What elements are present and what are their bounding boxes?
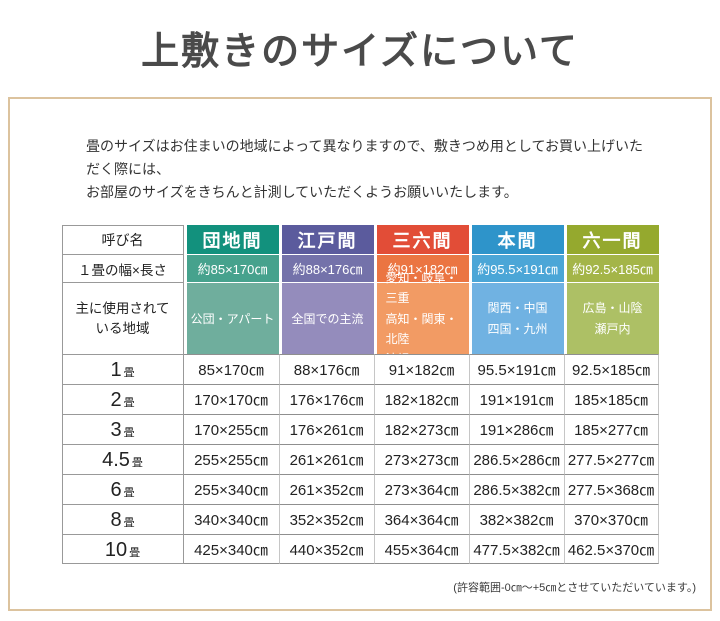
size-value-cell: 340×340㎝ [183,504,279,535]
mat-count: 1 [110,359,122,382]
column-header-danchima: 団地間 [186,225,279,255]
size-value-cell: 91×182㎝ [373,354,469,385]
size-value-cell: 95.5×191㎝ [468,354,564,385]
one-mat-size-cell: 約85×170㎝ [186,255,279,283]
size-value-cell: 182×182㎝ [373,384,469,415]
size-value-cell: 176×176㎝ [278,384,374,415]
row-label-10jo: 10 畳 [61,534,184,565]
size-value-cell: 352×352㎝ [278,504,374,535]
size-value-cell: 185×277㎝ [563,414,659,445]
size-value-cell: 261×261㎝ [278,444,374,475]
intro-line-1: 畳のサイズはお住まいの地域によって異なりますので、敷きつめ用としてお買い上げいた… [86,138,644,178]
row-label-4-5jo: 4.5 畳 [61,444,184,475]
mat-count: 6 [110,479,122,502]
region-cell: 公団・アパート [186,283,279,355]
size-value-cell: 477.5×382㎝ [468,534,564,565]
size-value-cell: 176×261㎝ [278,414,374,445]
jo-unit: 畳 [123,487,135,500]
size-value-cell: 88×176㎝ [278,354,374,385]
page-title: 上敷きのサイズについて [141,31,579,73]
intro-text: 畳のサイズはお住まいの地域によって異なりますので、敷きつめ用としてお買い上げいた… [10,99,710,204]
size-value-cell: 191×286㎝ [468,414,564,445]
content-panel: 畳のサイズはお住まいの地域によって異なりますので、敷きつめ用としてお買い上げいた… [8,97,712,611]
one-mat-size-cell: 約91×182㎝ [376,255,469,283]
one-mat-size-cell: 約88×176㎝ [281,255,374,283]
size-value-cell: 370×370㎝ [563,504,659,535]
jo-unit: 畳 [123,397,135,410]
region-cell: 関西・中国 四国・九州 [471,283,564,355]
column-header-sanrokuma: 三六間 [376,225,469,255]
mat-count: 8 [110,509,122,532]
size-value-cell: 455×364㎝ [373,534,469,565]
size-row-label: １畳の幅×長さ [61,254,184,283]
size-value-cell: 273×273㎝ [373,444,469,475]
tatami-size-table: 呼び名 団地間 江戸間 三六間 本間 六一間 １畳の幅×長さ 約85×170㎝ … [61,225,659,565]
region-cell: 愛知・岐阜・三重 高知・関東・北陸 沖縄 [376,271,469,366]
size-value-cell: 277.5×368㎝ [563,474,659,505]
size-value-cell: 425×340㎝ [183,534,279,565]
mat-count: 3 [110,419,122,442]
size-value-cell: 273×364㎝ [373,474,469,505]
size-value-cell: 185×185㎝ [563,384,659,415]
mat-count: 10 [104,539,128,562]
jo-unit: 畳 [123,427,135,440]
one-mat-size-cell: 約95.5×191㎝ [471,255,564,283]
one-mat-size-cell: 約92.5×185㎝ [566,255,659,283]
region-cell: 広島・山陰 瀬戸内 [566,283,659,355]
intro-line-2: お部屋のサイズをきちんと計測していただくようお願いいたします。 [86,184,518,201]
tolerance-note: (許容範囲-0㎝〜+5㎝とさせていただいています。) [453,582,696,595]
jo-unit: 畳 [131,457,143,470]
column-header-honma: 本間 [471,225,564,255]
size-value-cell: 170×170㎝ [183,384,279,415]
column-header-rokuichima: 六一間 [566,225,659,255]
jo-unit: 畳 [123,367,135,380]
mat-count: 4.5 [102,449,130,472]
size-value-cell: 92.5×185㎝ [563,354,659,385]
size-value-cell: 277.5×277㎝ [563,444,659,475]
mat-count: 2 [110,389,122,412]
size-value-cell: 382×382㎝ [468,504,564,535]
size-value-cell: 182×273㎝ [373,414,469,445]
size-value-cell: 364×364㎝ [373,504,469,535]
size-value-cell: 255×255㎝ [183,444,279,475]
size-value-cell: 85×170㎝ [183,354,279,385]
size-value-cell: 440×352㎝ [278,534,374,565]
corner-cell-yobina: 呼び名 [61,225,184,255]
size-value-cell: 462.5×370㎝ [563,534,659,565]
size-value-cell: 286.5×286㎝ [468,444,564,475]
size-value-cell: 191×191㎝ [468,384,564,415]
region-row-label: 主に使用されて いる地域 [61,282,184,355]
jo-unit: 畳 [123,517,135,530]
size-value-cell: 255×340㎝ [183,474,279,505]
size-value-cell: 170×255㎝ [183,414,279,445]
size-value-cell: 286.5×382㎝ [468,474,564,505]
jo-unit: 畳 [129,547,141,560]
size-value-cell: 261×352㎝ [278,474,374,505]
column-header-edoma: 江戸間 [281,225,374,255]
region-cell: 全国での主流 [281,283,374,355]
